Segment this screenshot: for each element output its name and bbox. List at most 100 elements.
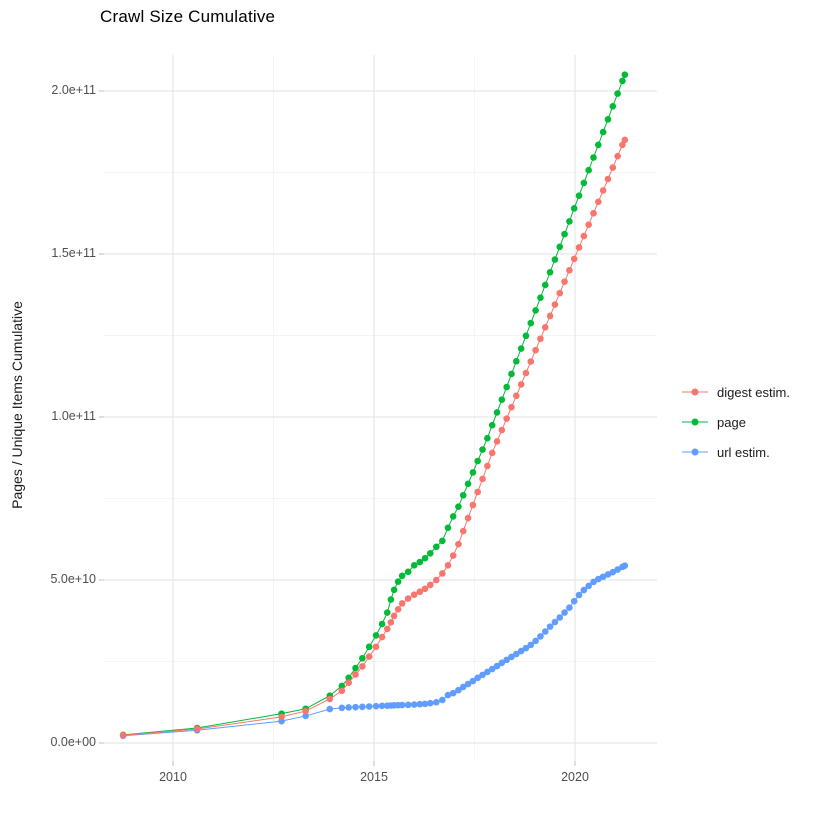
data-point — [372, 643, 380, 651]
data-point — [498, 396, 506, 404]
data-point — [394, 578, 402, 585]
data-point — [378, 620, 386, 628]
data-point — [372, 702, 380, 710]
data-point — [575, 244, 583, 251]
legend-label: url estim. — [717, 444, 770, 460]
data-point — [459, 527, 467, 535]
data-point — [439, 570, 446, 577]
data-point — [498, 659, 506, 667]
data-point — [527, 641, 535, 649]
data-point — [551, 301, 559, 308]
data-point — [410, 591, 418, 598]
y-tick-label: 1.0e+11 — [51, 409, 96, 423]
data-point — [469, 501, 477, 509]
legend-key-url-estim-icon — [682, 448, 708, 456]
data-point — [421, 700, 429, 708]
data-point — [378, 702, 386, 710]
data-point — [614, 566, 621, 573]
data-point — [479, 671, 486, 679]
data-point — [469, 469, 477, 476]
data-point — [302, 712, 309, 720]
data-point — [390, 612, 398, 620]
data-point — [449, 513, 457, 520]
x-tick-label: 2010 — [159, 770, 187, 784]
data-point — [503, 415, 510, 422]
data-point — [459, 491, 467, 499]
data-point — [345, 679, 352, 686]
data-point — [551, 618, 559, 626]
data-point — [479, 475, 486, 483]
data-point — [345, 674, 352, 682]
data-point — [595, 141, 602, 149]
data-point — [595, 198, 602, 206]
legend-key-digest-estim-icon — [682, 388, 708, 396]
data-point — [455, 686, 462, 694]
data-point — [359, 703, 366, 711]
data-point — [416, 588, 424, 596]
data-point — [484, 462, 491, 470]
legend-label: page — [717, 414, 746, 430]
data-point — [383, 625, 391, 633]
data-point — [365, 703, 373, 710]
data-point — [421, 585, 429, 593]
data-point — [541, 324, 549, 331]
data-point — [444, 562, 452, 569]
data-point — [604, 116, 612, 123]
legend: digest estim. page url estim. — [681, 377, 790, 467]
data-point — [513, 392, 520, 400]
data-point — [404, 595, 412, 602]
data-point — [556, 614, 564, 621]
data-point — [474, 457, 482, 465]
data-point — [621, 71, 629, 78]
data-point — [383, 609, 391, 616]
data-point — [433, 543, 440, 551]
data-point — [421, 554, 429, 562]
data-point — [359, 663, 366, 670]
data-point — [378, 633, 386, 641]
data-point — [449, 552, 457, 559]
legend-item-digest-estim: digest estim. — [681, 377, 790, 407]
data-point — [302, 707, 309, 715]
data-point — [398, 701, 406, 709]
y-tick-label: 2.0e+11 — [51, 83, 96, 97]
data-point — [599, 187, 607, 194]
data-point — [410, 562, 418, 569]
data-point — [474, 674, 482, 682]
data-point — [621, 136, 629, 144]
data-point — [426, 549, 434, 557]
data-point — [556, 243, 564, 251]
data-point — [426, 699, 434, 707]
legend-key-page-icon — [682, 418, 708, 426]
data-point — [517, 381, 525, 388]
data-point — [566, 604, 573, 612]
data-point — [537, 294, 544, 301]
data-point — [326, 705, 334, 713]
data-point — [439, 696, 446, 704]
data-point — [119, 731, 127, 739]
data-point — [398, 600, 406, 607]
data-point — [455, 540, 462, 548]
data-point — [546, 623, 554, 630]
data-point — [338, 704, 346, 712]
data-point — [404, 701, 412, 709]
data-point — [513, 650, 520, 658]
data-point — [580, 586, 588, 594]
data-point — [498, 426, 506, 434]
data-point — [390, 586, 398, 594]
data-point — [537, 633, 544, 640]
data-point — [575, 192, 583, 199]
data-point — [527, 358, 535, 365]
data-point — [532, 637, 539, 645]
data-point — [590, 154, 597, 161]
data-point — [459, 683, 467, 691]
data-point — [566, 218, 573, 225]
data-point — [464, 480, 472, 488]
data-point — [449, 689, 457, 697]
data-point — [527, 319, 535, 327]
data-point — [541, 281, 549, 289]
data-point — [464, 680, 472, 688]
data-point — [503, 383, 510, 391]
chart-title: Crawl Size Cumulative — [100, 7, 276, 26]
data-point — [493, 438, 501, 445]
